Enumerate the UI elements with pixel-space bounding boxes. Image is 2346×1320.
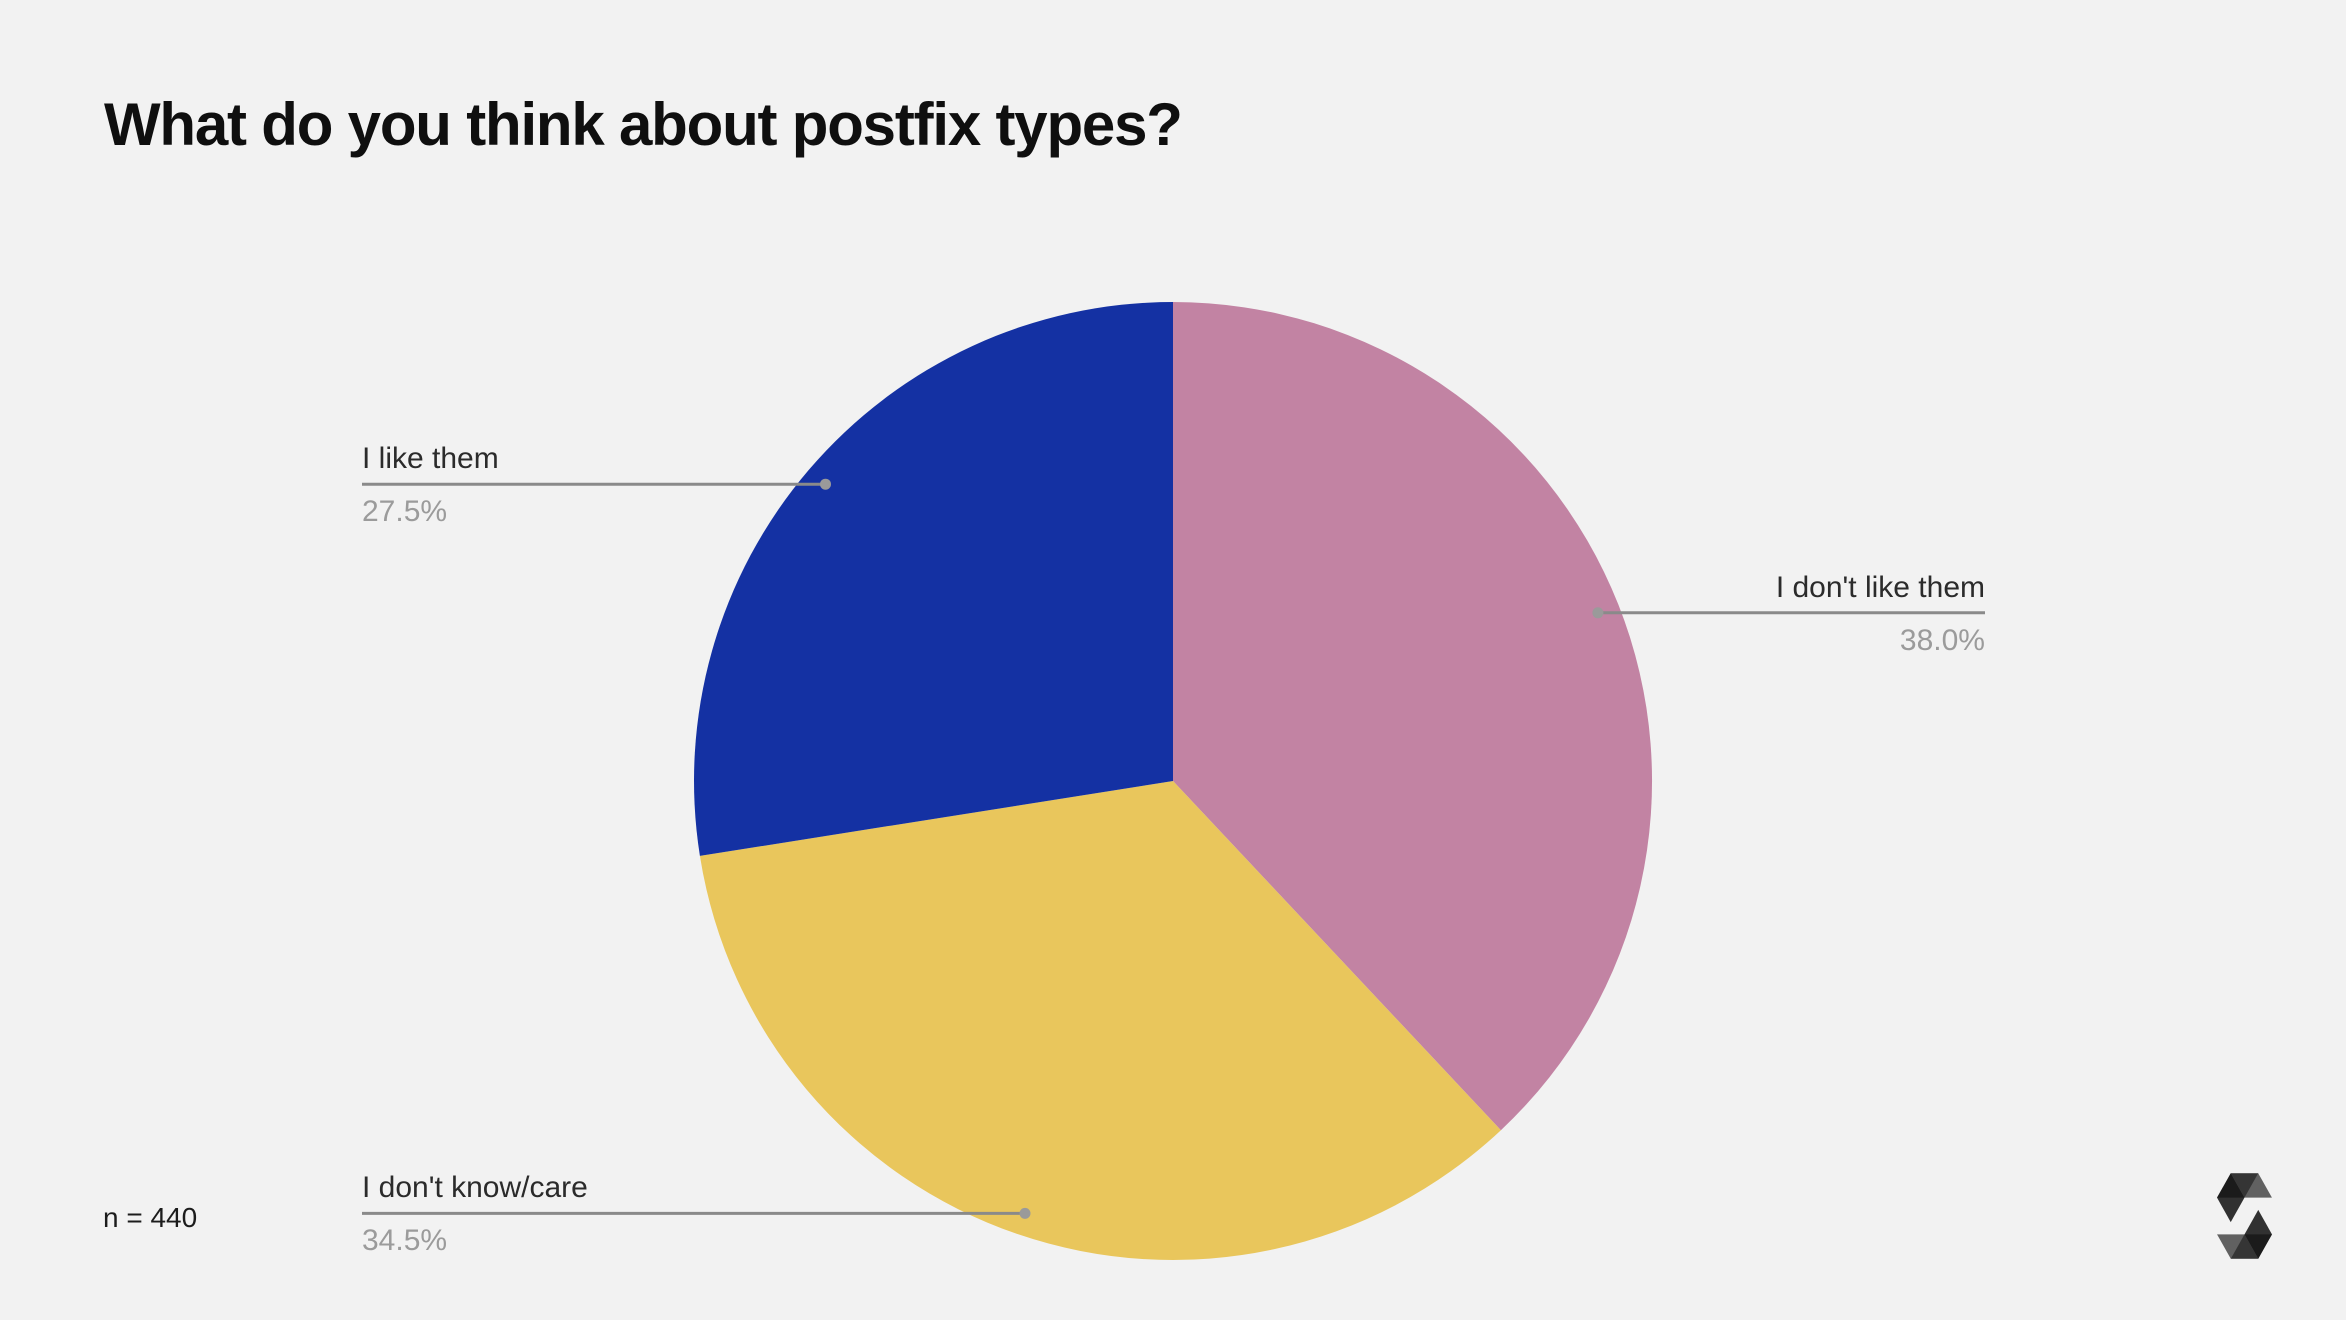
slice-percentage: 27.5% — [362, 495, 448, 529]
slice-label: I don't like them — [1775, 570, 1985, 604]
pie-slice-0[interactable] — [1173, 302, 1653, 1131]
slice-label: I like them — [362, 442, 499, 476]
slice-percentage: 34.5% — [362, 1224, 448, 1258]
solidity-logo — [2217, 1173, 2272, 1259]
pie-slice-2[interactable] — [694, 302, 1173, 856]
sample-size-label: n = 440 — [103, 1202, 198, 1233]
callout-dot — [1019, 1207, 1031, 1219]
callout-dot — [820, 478, 831, 490]
slice-percentage: 38.0% — [1899, 623, 1985, 657]
slice-label: I don't know/care — [362, 1171, 588, 1205]
pie-slice-1[interactable] — [699, 781, 1501, 1261]
callout-dot — [1592, 607, 1604, 619]
chart-title: What do you think about postfix types? — [104, 91, 1183, 158]
